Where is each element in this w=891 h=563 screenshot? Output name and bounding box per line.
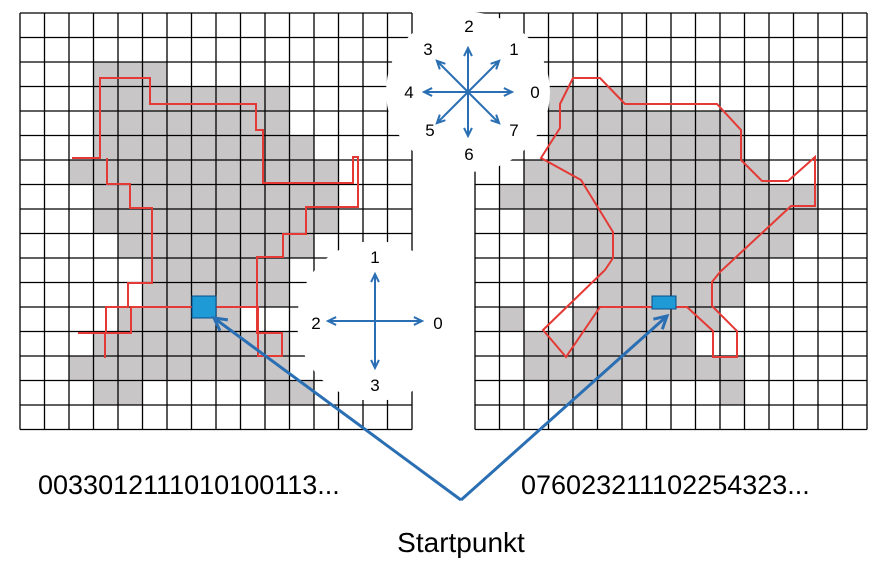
compass-4-label-0: 0 <box>433 314 442 333</box>
right-chain-code: 076023211102254323... <box>521 470 810 500</box>
compass-8-label-5: 5 <box>425 121 434 140</box>
startpoint-arrow-right <box>460 314 668 502</box>
direction-arrowhead <box>413 316 425 326</box>
direction-arrowhead <box>463 45 473 57</box>
startpoint-label: Startpunkt <box>397 527 525 558</box>
shape-cell-row <box>93 62 167 87</box>
compass-4-label-3: 3 <box>370 376 379 395</box>
direction-arrow <box>467 91 500 124</box>
direction-arrow <box>436 60 469 93</box>
shape-cell <box>720 356 745 381</box>
compass-4-directions: 0 1 2 3 <box>297 241 453 401</box>
direction-arrowhead <box>490 59 501 70</box>
startpoint-arrowhead-left <box>211 316 229 332</box>
shape-cell-row <box>69 356 290 381</box>
shape-cell <box>265 380 290 405</box>
shape-cell-row <box>548 380 622 405</box>
direction-arrowhead <box>370 271 380 283</box>
shape-cell <box>524 331 549 356</box>
shape-cell-row <box>573 233 794 258</box>
compass-4-label-2: 2 <box>311 314 320 333</box>
compass-4-arrows <box>325 271 425 371</box>
direction-arrowhead <box>435 59 446 70</box>
startpoint-arrow-left <box>213 316 462 502</box>
compass-8-label-0: 0 <box>530 83 539 102</box>
shape-cell <box>289 380 314 405</box>
shape-cell <box>499 307 524 332</box>
shape-cell <box>720 380 745 405</box>
compass-4-label-1: 1 <box>370 248 379 267</box>
direction-arrowhead <box>490 114 501 125</box>
shape-cell <box>695 356 720 381</box>
compass-8-label-3: 3 <box>423 40 432 59</box>
direction-arrow <box>467 60 500 93</box>
left-chain-code: 0033012111010100113... <box>38 470 340 500</box>
right-start-cell <box>651 295 677 310</box>
compass-8-label-1: 1 <box>509 40 518 59</box>
left-grid-panel <box>19 12 413 431</box>
direction-arrowhead <box>463 127 473 139</box>
shape-cell-row <box>93 135 314 160</box>
direction-arrowhead <box>370 359 380 371</box>
compass-8-label-6: 6 <box>464 145 473 164</box>
shape-cell-row <box>597 258 769 283</box>
shape-cell-row <box>69 160 339 185</box>
direction-arrowhead <box>325 316 337 326</box>
compass-8-arrows <box>421 45 515 139</box>
direction-arrow <box>436 91 469 124</box>
left-start-cell <box>191 295 217 319</box>
compass-8-label-4: 4 <box>404 83 413 102</box>
shape-cell-row <box>499 184 818 209</box>
right-boundary-path <box>539 77 816 359</box>
direction-arrowhead <box>421 87 433 97</box>
compass-8-label-2: 2 <box>464 17 473 36</box>
startpoint-arrowhead-right <box>653 313 670 330</box>
compass-8-directions: 0 1 2 3 4 5 6 7 <box>386 12 550 172</box>
direction-arrowhead <box>435 114 446 125</box>
startpoint-arrows <box>211 313 670 502</box>
left-boundary-path <box>72 77 359 358</box>
compass-8-label-7: 7 <box>509 121 518 140</box>
direction-arrowhead <box>503 87 515 97</box>
right-grid-panel <box>474 12 868 431</box>
